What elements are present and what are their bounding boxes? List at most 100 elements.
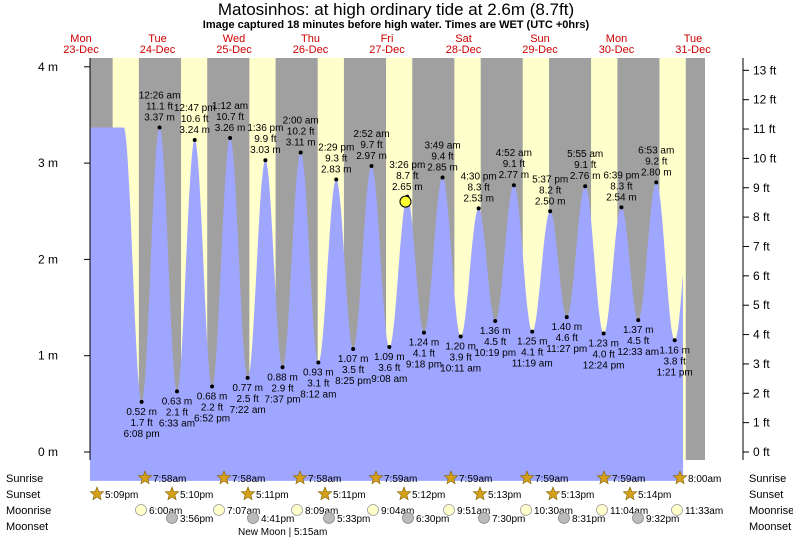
current-marker (399, 195, 412, 208)
extreme-point (387, 345, 392, 350)
extreme-time: 10:11 am (440, 363, 481, 374)
extreme-point (636, 318, 641, 323)
row-label-left: Moonset (6, 521, 48, 533)
row-label-right: Sunrise (749, 473, 786, 485)
sunset-time: 5:13pm (488, 490, 521, 501)
sunrise-time: 7:58am (153, 474, 186, 485)
moonrise-time: 11:04am (610, 506, 648, 517)
ft-tick-label: 11 ft (753, 122, 776, 136)
extreme-ft: 3.1 ft (307, 378, 329, 389)
extreme-ft: 11.1 ft (146, 101, 173, 112)
moonset-time: 7:30pm (492, 514, 525, 525)
row-label-right: Sunset (749, 489, 783, 501)
extreme-m: 0.93 m (303, 367, 334, 378)
current-tide-marker (399, 195, 412, 208)
extreme-ft: 8.2 ft (539, 185, 561, 196)
extreme-m: 1.09 m (374, 352, 405, 363)
extreme-ft: 8.3 ft (468, 182, 490, 193)
extreme-time: 6:53 am (638, 145, 674, 156)
moonset-icon (323, 512, 335, 524)
extreme-ft: 1.7 ft (130, 418, 152, 429)
extreme-point (654, 180, 659, 185)
day-name: Mon (606, 33, 627, 45)
night-band (685, 58, 705, 460)
extreme-point (421, 330, 426, 335)
extreme-ft: 9.9 ft (254, 134, 276, 145)
moonrise-icon (291, 504, 303, 516)
extreme-point (139, 399, 144, 404)
extreme-ft: 8.7 ft (396, 171, 418, 182)
extreme-point (174, 389, 179, 394)
extreme-time: 5:37 pm (532, 174, 568, 185)
extreme-point (210, 384, 215, 389)
extreme-m: 0.63 m (162, 396, 193, 407)
extreme-point (157, 125, 162, 130)
extreme-point (493, 319, 498, 324)
sunrise-icon (443, 470, 459, 485)
extreme-time: 11:27 pm (546, 344, 587, 355)
extreme-time: 11:19 am (512, 359, 553, 370)
tide-curve (90, 127, 684, 481)
moonrise-icon (213, 504, 225, 516)
sunrise-time: 7:59am (459, 474, 492, 485)
sunset-icon (164, 486, 180, 501)
extreme-ft: 8.3 ft (610, 181, 632, 192)
sunrise-icon (216, 470, 232, 485)
moonset-icon (247, 512, 259, 524)
extreme-ft: 4.5 ft (484, 337, 506, 348)
moonset-time: 5:33pm (337, 514, 370, 525)
extreme-m: 2.53 m (463, 193, 494, 204)
extreme-time: 6:52 pm (194, 414, 230, 425)
extreme-ft: 9.1 ft (574, 160, 596, 171)
extreme-ft: 3.9 ft (450, 352, 472, 363)
day-date: 30-Dec (599, 44, 635, 56)
extreme-m: 3.03 m (250, 145, 281, 156)
extreme-m: 0.77 m (232, 383, 263, 394)
extreme-time: 7:37 pm (264, 394, 300, 405)
extreme-m: 3.11 m (286, 138, 316, 149)
extreme-time: 2:29 pm (318, 142, 354, 153)
day-name: Sat (455, 33, 472, 45)
m-tick-label: 2 m (38, 252, 58, 266)
day-name: Wed (223, 33, 245, 45)
row-label-right: Moonset (749, 521, 791, 533)
ft-tick-label: 5 ft (753, 298, 770, 312)
row-label-left: Sunrise (6, 473, 43, 485)
sunrise-time: 8:00am (688, 474, 721, 485)
moonrise-time: 9:51am (457, 506, 490, 517)
day-name: Sun (530, 33, 550, 45)
day-date: 31-Dec (675, 44, 711, 56)
extreme-time: 6:33 am (159, 418, 195, 429)
extreme-point (351, 346, 356, 351)
extreme-time: 9:18 pm (406, 360, 442, 371)
extreme-ft: 2.1 ft (166, 407, 188, 418)
extreme-ft: 9.2 ft (645, 156, 667, 167)
extreme-m: 2.76 m (570, 171, 601, 182)
sunrise-icon (596, 470, 612, 485)
sunset-icon (472, 486, 488, 501)
extreme-time: 3:49 am (424, 141, 460, 152)
day-name: Thu (301, 33, 320, 45)
moonset-time: 8:31pm (572, 514, 605, 525)
sunset-time: 5:12pm (412, 490, 445, 501)
day-name: Mon (70, 33, 91, 45)
extreme-point (298, 150, 303, 155)
sunrise-time: 7:58am (308, 474, 341, 485)
extreme-ft: 10.7 ft (216, 112, 244, 123)
moonset-icon (402, 512, 414, 524)
extreme-m: 2.97 m (356, 151, 387, 162)
moonrise-icon (596, 504, 608, 516)
moonrise-time: 11:33am (685, 506, 723, 517)
day-headers: Mon23-DecTue24-DecWed25-DecThu26-DecFri2… (63, 33, 711, 56)
sunset-time: 5:11pm (256, 490, 289, 501)
ft-tick-label: 10 ft (753, 151, 777, 165)
extreme-time: 2:00 am (283, 116, 319, 127)
day-name: Tue (148, 33, 167, 45)
moonrise-icon (135, 504, 147, 516)
extreme-m: 1.25 m (517, 337, 548, 348)
sunset-time: 5:13pm (561, 490, 594, 501)
extreme-point (228, 136, 233, 141)
extreme-point (458, 334, 463, 339)
extreme-ft: 4.6 ft (556, 333, 578, 344)
